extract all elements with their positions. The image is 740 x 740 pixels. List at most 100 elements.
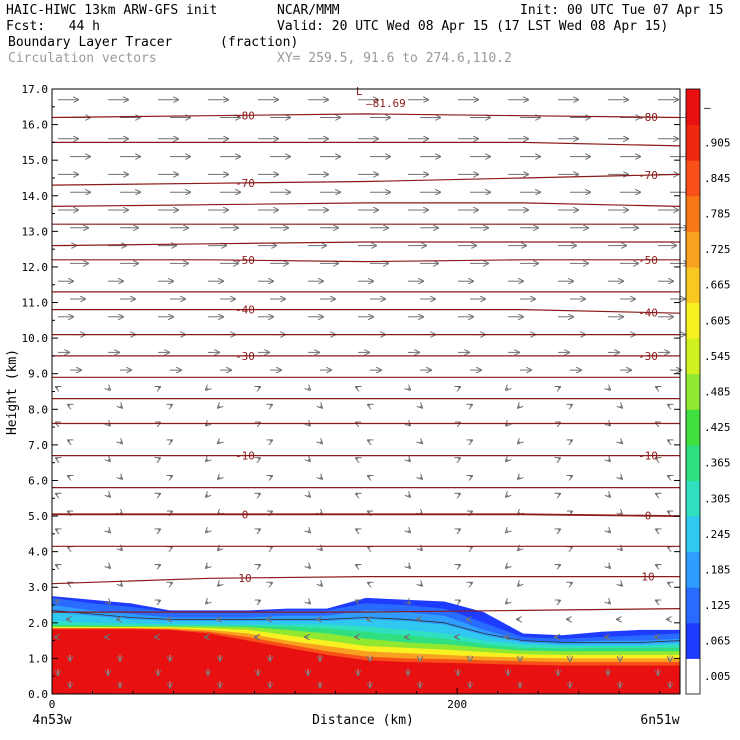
circulation-vector-228: [420, 406, 422, 408]
colorbar-swatch-12: [686, 231, 700, 268]
circulation-vector-314: [158, 529, 160, 530]
circulation-vector-328: [218, 548, 220, 550]
circulation-vector-271: [608, 459, 610, 461]
circulation-vector-299: [68, 512, 70, 513]
y-tick-label-17: 17.0: [22, 83, 49, 96]
circulation-vector-309: [570, 512, 572, 513]
y-tick-label-11: 11.0: [22, 297, 49, 310]
circulation-vector-367: [206, 602, 208, 604]
colorbar-label-4: .245: [704, 528, 731, 541]
x-tick-label-0: 0: [49, 698, 56, 711]
tracer-layer-11: [52, 629, 680, 694]
circulation-vector-233: [668, 405, 670, 406]
circulation-vector-330: [320, 548, 322, 550]
circulation-vector-281: [470, 476, 472, 477]
circulation-vector-310: [620, 513, 622, 515]
circulation-vector-366: [158, 601, 160, 602]
circulation-vector-257: [570, 440, 572, 441]
circulation-vector-221: [68, 405, 70, 406]
circulation-vector-255: [470, 440, 472, 441]
isotherm-label-14-0: -10: [235, 450, 255, 463]
valid-time: Valid: 20 UTC Wed 08 Apr 15 (17 LST Wed …: [277, 19, 669, 34]
isotherm-label-10-1: -30: [638, 350, 658, 363]
y-tick-label-3: 3.0: [28, 581, 48, 594]
colorbar-label-16: –: [704, 101, 711, 114]
y-tick-label-12: 12.0: [22, 261, 49, 274]
circulation-vector-265: [308, 459, 310, 461]
circulation-vector-208: [56, 387, 58, 388]
circulation-vector-212: [258, 387, 260, 388]
xy-label: XY= 259.5, 91.6 to 274.6,110.2: [277, 51, 512, 66]
circulation-vector-263: [206, 459, 208, 461]
isotherm-label-18-1: 10: [641, 571, 654, 584]
colorbar-label-6: .365: [704, 457, 731, 470]
forecast-hour: Fcst: 44 h: [6, 19, 100, 34]
circulation-vector-253: [368, 440, 370, 441]
isotherm-label-2-0: -70: [235, 177, 255, 190]
circulation-vector-335: [570, 547, 572, 548]
circulation-vector-355: [270, 583, 272, 584]
circulation-vector-331: [368, 547, 370, 548]
circulation-vector-294: [458, 494, 460, 495]
circulation-vector-358: [420, 584, 422, 586]
circulation-vector-317: [308, 530, 310, 532]
circulation-vector-210: [158, 387, 160, 388]
circulation-vector-282: [518, 477, 520, 479]
circulation-vector-344: [356, 565, 358, 566]
circulation-vector-225: [270, 405, 272, 406]
circulation-vector-277: [270, 476, 272, 477]
circulation-vector-364: [56, 601, 58, 602]
circulation-vector-343: [308, 566, 310, 568]
circulation-vector-337: [668, 547, 670, 548]
circulation-vector-341: [206, 566, 208, 568]
circulation-vector-279: [368, 476, 370, 477]
circulation-vector-278: [320, 477, 322, 479]
circulation-vector-342: [258, 565, 260, 566]
circulation-vector-329: [270, 547, 272, 548]
y-tick-label-0: 0.0: [28, 688, 48, 701]
isotherm-label-6-0: -50: [235, 254, 255, 267]
circulation-vector-219: [608, 388, 610, 390]
circulation-vector-262: [158, 458, 160, 459]
isotherm-label-6-1: -50: [638, 254, 658, 267]
isotherm-label-8-1: -40: [638, 306, 658, 319]
circulation-vector-318: [356, 529, 358, 530]
circulation-vector-345: [408, 566, 410, 568]
colorbar-swatch-4: [686, 516, 700, 553]
circulation-vector-305: [368, 512, 370, 513]
isotherm-label-8-0: -40: [235, 304, 255, 317]
colorbar-swatch-1: [686, 622, 700, 659]
circulation-vector-295: [506, 495, 508, 497]
circulation-vector-272: [656, 458, 658, 459]
circulation-vector-283: [570, 476, 572, 477]
isotherm-1: [52, 141, 681, 147]
isotherm-6: [52, 259, 680, 263]
circulation-vector-353: [170, 583, 172, 584]
x-left-endpoint-label: 4n53w: [32, 713, 71, 728]
circulation-vector-274: [120, 477, 122, 479]
colorbar-label-5: .305: [704, 492, 731, 505]
colorbar-swatch-8: [686, 373, 700, 410]
circulation-vector-247: [68, 440, 70, 441]
y-tick-label-10: 10.0: [22, 332, 49, 345]
circulation-vector-315: [206, 530, 208, 532]
circulation-vector-354: [218, 584, 220, 586]
colorbar-label-8: .485: [704, 386, 731, 399]
circulation-vector-303: [270, 512, 272, 513]
circulation-vector-209: [108, 388, 110, 390]
circulation-vector-216: [458, 387, 460, 388]
y-tick-label-15: 15.0: [22, 154, 49, 167]
circulation-vector-369: [308, 602, 310, 604]
vectors-label: Circulation vectors: [8, 51, 157, 66]
x-axis-label: Distance (km): [312, 713, 414, 728]
circulation-vector-223: [170, 405, 172, 406]
circulation-vector-229: [470, 405, 472, 406]
circulation-vector-346: [458, 565, 460, 566]
colorbar-label-10: .605: [704, 314, 731, 327]
circulation-vector-269: [506, 459, 508, 461]
circulation-vector-347: [506, 566, 508, 568]
circulation-vector-211: [206, 388, 208, 390]
colorbar-label-12: .725: [704, 243, 731, 256]
y-tick-label-7: 7.0: [28, 439, 48, 452]
